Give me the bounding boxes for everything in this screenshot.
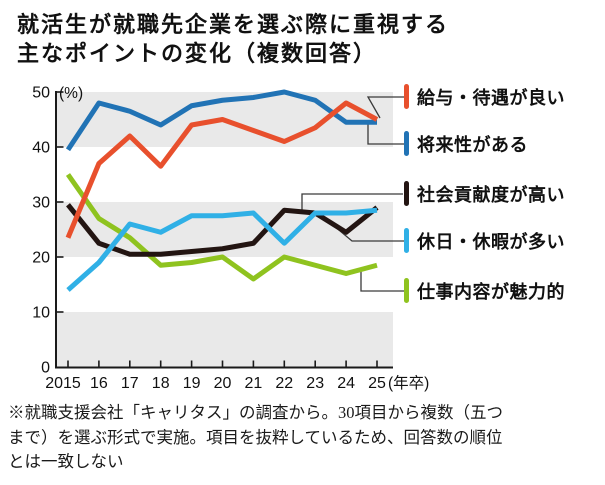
- chart-title-line2: 主なポイントの変化（複数回答）: [17, 41, 378, 66]
- svg-text:0: 0: [41, 360, 50, 377]
- svg-text:20: 20: [32, 250, 50, 267]
- legend-swatch-salary-icon: [404, 84, 409, 109]
- chart-title: 就活生が就職先企業を選ぶ際に重視する 主なポイントの変化（複数回答）: [17, 10, 449, 68]
- legend-label-social: 社会貢献度が高い: [417, 184, 565, 205]
- svg-text:20: 20: [214, 375, 232, 392]
- svg-text:50: 50: [32, 85, 50, 102]
- legend-item-social: 社会貢献度が高い: [404, 181, 565, 206]
- svg-text:10: 10: [32, 305, 50, 322]
- svg-text:(%): (%): [59, 85, 83, 102]
- legend-label-holiday: 休日・休暇が多い: [417, 231, 565, 252]
- chart-title-line1: 就活生が就職先企業を選ぶ際に重視する: [17, 12, 450, 37]
- svg-text:23: 23: [306, 375, 324, 392]
- svg-text:2015: 2015: [45, 375, 81, 392]
- legend-swatch-holiday-icon: [404, 228, 409, 253]
- svg-text:22: 22: [275, 375, 293, 392]
- svg-text:17: 17: [121, 375, 139, 392]
- svg-text:(年卒): (年卒): [388, 374, 429, 392]
- legend-swatch-jobcontent-icon: [404, 278, 409, 303]
- legend-label-future: 将来性がある: [417, 134, 528, 155]
- svg-text:30: 30: [32, 195, 50, 212]
- footnote: ※就職支援会社「キャリタス」の調査から。30項目から複数（五つまで）を選ぶ形式で…: [8, 403, 503, 471]
- legend-label-jobcontent: 仕事内容が魅力的: [417, 281, 565, 302]
- svg-text:21: 21: [245, 375, 263, 392]
- legend-label-salary: 給与・待遇が良い: [417, 87, 565, 108]
- legend-item-future: 将来性がある: [404, 131, 528, 156]
- svg-text:19: 19: [183, 375, 201, 392]
- svg-text:25: 25: [368, 375, 386, 392]
- legend-swatch-social-icon: [404, 181, 409, 206]
- svg-text:40: 40: [32, 140, 50, 157]
- legend-item-salary: 給与・待遇が良い: [404, 84, 565, 109]
- svg-text:18: 18: [152, 375, 170, 392]
- legend-swatch-future-icon: [404, 131, 409, 156]
- svg-text:24: 24: [337, 375, 355, 392]
- legend-item-jobcontent: 仕事内容が魅力的: [404, 278, 565, 303]
- legend-item-holiday: 休日・休暇が多い: [404, 228, 565, 253]
- svg-text:16: 16: [90, 375, 108, 392]
